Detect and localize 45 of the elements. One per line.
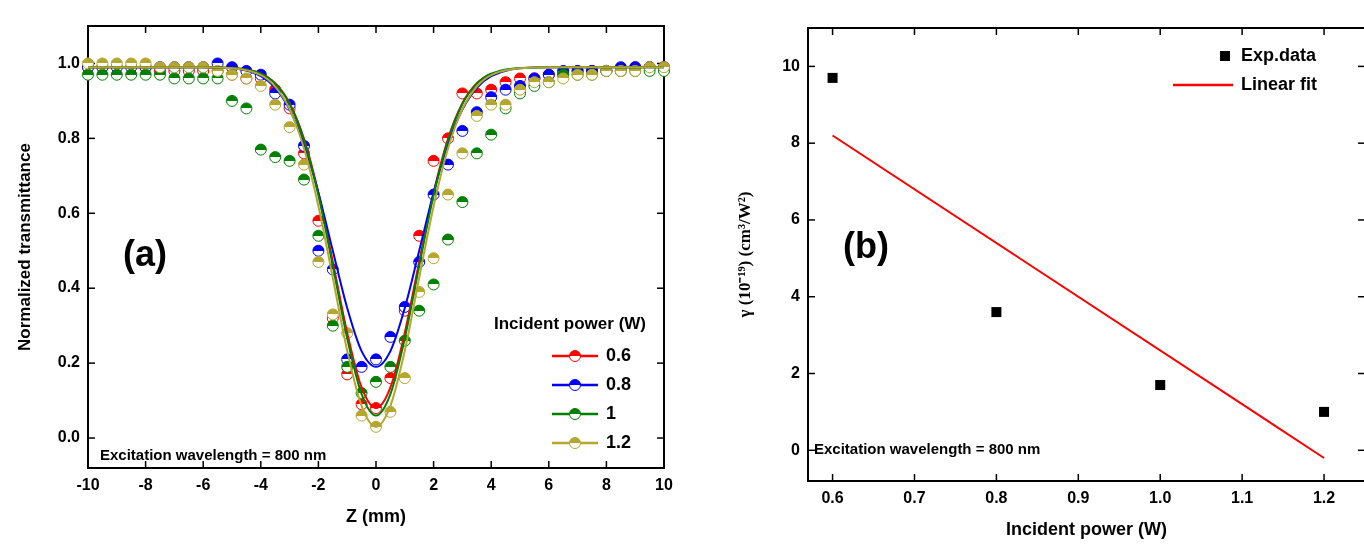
- y-tick-label: 10: [782, 56, 801, 74]
- legend-label: 0.8: [606, 373, 632, 394]
- y-tick-label: 0.0: [57, 428, 81, 446]
- x-tick-label: 1.0: [1149, 489, 1172, 506]
- x-tick-label: 1.1: [1231, 489, 1254, 506]
- annotation: (a): [123, 233, 167, 274]
- y-tick-label: 4: [791, 286, 801, 304]
- y-tick-label: 6: [791, 210, 801, 228]
- x-axis-title: Z (mm): [346, 506, 406, 526]
- x-tick-label: 0.6: [821, 489, 844, 506]
- legend-label: 1: [606, 402, 617, 423]
- legend-label: 1.2: [606, 431, 632, 452]
- y-axis-title: Normalized transmittance: [15, 143, 34, 351]
- x-tick-label: -6: [196, 476, 211, 493]
- legend-title: Incident power (W): [493, 314, 646, 334]
- x-tick-label: -2: [311, 476, 326, 493]
- y-tick-label: 2: [791, 363, 801, 381]
- x-tick-label: 0.9: [1067, 489, 1090, 506]
- y-tick-label: 0.8: [57, 128, 81, 146]
- x-tick-label: 1.2: [1312, 489, 1336, 506]
- x-tick-label: 0: [371, 476, 381, 493]
- y-tick-label: 8: [791, 133, 801, 151]
- legend-label: Linear fit: [1241, 73, 1318, 94]
- x-tick-label: 10: [655, 476, 673, 493]
- x-tick-label: 0.7: [903, 489, 926, 506]
- annotation: Excitation wavelength = 800 nm: [814, 440, 1041, 457]
- x-tick-label: 8: [601, 476, 611, 493]
- legend-label: 0.6: [606, 344, 632, 365]
- y-tick-label: 0.2: [57, 353, 81, 371]
- y-axis-title: γ (10⁻¹⁹) (cm³/W²): [735, 191, 754, 319]
- x-tick-label: 0.8: [985, 489, 1008, 506]
- legend-label: Exp.data: [1241, 44, 1318, 65]
- x-tick-label: 2: [429, 476, 439, 493]
- y-tick-label: 0: [791, 440, 801, 458]
- annotation: (b): [843, 225, 889, 266]
- x-axis-title: Incident power (W): [1006, 519, 1167, 539]
- annotation: Excitation wavelength = 800 nm: [100, 446, 327, 463]
- y-tick-label: 1.0: [57, 53, 81, 71]
- y-tick-label: 0.4: [57, 278, 81, 296]
- x-tick-label: -10: [76, 476, 100, 493]
- x-tick-label: 4: [486, 476, 496, 493]
- x-tick-label: -4: [253, 476, 269, 493]
- x-tick-label: -8: [138, 476, 153, 493]
- x-tick-label: 6: [544, 476, 554, 493]
- y-tick-label: 0.6: [57, 203, 81, 221]
